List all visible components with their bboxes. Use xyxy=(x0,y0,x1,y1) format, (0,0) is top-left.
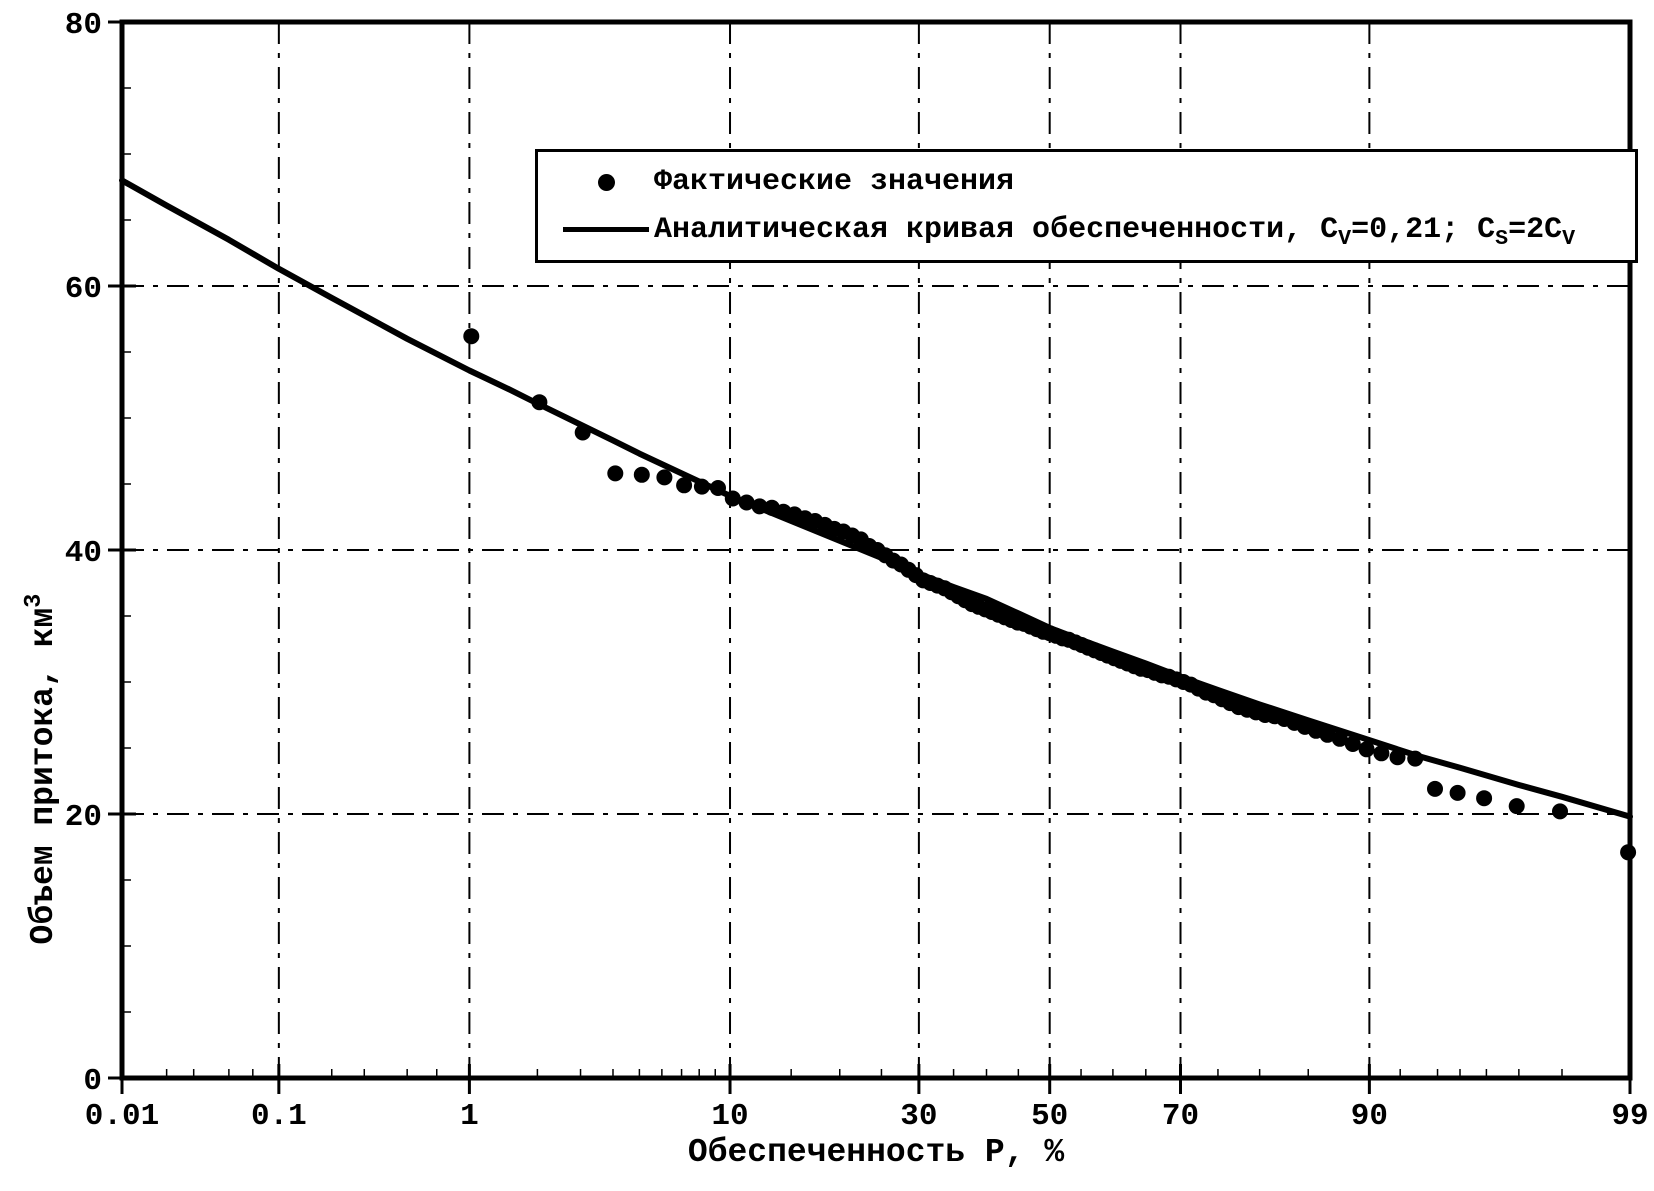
data-point xyxy=(656,469,673,486)
legend-label-analytical-curve: Аналитическая кривая обеспеченности, CV=… xyxy=(654,212,1575,250)
data-point xyxy=(1358,741,1375,758)
scatter-point-icon xyxy=(597,173,615,191)
legend-item-actual-values: Фактические значения xyxy=(558,165,1635,199)
legend: Фактические значения Аналитическая крива… xyxy=(535,149,1638,263)
data-point xyxy=(1620,844,1637,861)
label-text: =2C xyxy=(1508,212,1563,247)
data-point xyxy=(531,394,548,411)
y-tick-label: 80 xyxy=(65,8,102,43)
legend-marker xyxy=(558,227,654,233)
subscript: S xyxy=(1495,226,1509,251)
data-point xyxy=(1319,726,1336,743)
x-tick-label: 99 xyxy=(1611,1099,1648,1134)
x-tick-label: 30 xyxy=(900,1099,937,1134)
y-tick-label: 20 xyxy=(65,800,102,835)
x-tick-label: 10 xyxy=(711,1099,748,1134)
data-point xyxy=(738,494,755,511)
data-point xyxy=(574,424,591,441)
x-tick-label: 70 xyxy=(1162,1099,1199,1134)
x-axis-title: Обеспеченность Р, % xyxy=(687,1134,1065,1171)
subscript: V xyxy=(1338,226,1352,251)
label-text: Аналитическая кривая обеспеченности, C xyxy=(654,212,1339,247)
data-point xyxy=(633,466,650,483)
data-point xyxy=(1449,784,1466,801)
data-point xyxy=(724,490,741,507)
data-point xyxy=(751,498,768,515)
data-point xyxy=(676,477,693,494)
line-marker-icon xyxy=(563,227,649,233)
data-point xyxy=(1552,803,1568,820)
data-point xyxy=(607,465,624,482)
data-point xyxy=(1508,798,1525,815)
label-text: Объем притока, км xyxy=(25,607,62,945)
x-tick-label: 50 xyxy=(1031,1099,1068,1134)
legend-marker xyxy=(558,173,654,191)
label-text: =0,21; C xyxy=(1351,212,1496,247)
x-tick-label: 0.01 xyxy=(85,1099,159,1134)
data-point xyxy=(463,328,480,345)
data-point xyxy=(1331,730,1348,747)
subscript: V xyxy=(1562,226,1576,251)
y-axis-title: Объем притока, км3 xyxy=(21,464,71,1074)
analytical-curve xyxy=(119,177,1633,820)
data-point xyxy=(1389,749,1406,766)
x-tick-label: 90 xyxy=(1351,1099,1388,1134)
data-point xyxy=(1476,790,1493,807)
data-point xyxy=(710,480,726,496)
data-point xyxy=(1407,750,1424,767)
x-tick-label: 1 xyxy=(460,1099,479,1134)
legend-item-analytical-curve: Аналитическая кривая обеспеченности, CV=… xyxy=(558,212,1635,250)
y-tick-label: 40 xyxy=(65,536,102,571)
data-point xyxy=(1344,736,1361,752)
legend-label-actual-values: Фактические значения xyxy=(654,165,1014,199)
data-point xyxy=(1373,745,1390,762)
y-tick-label: 60 xyxy=(65,272,102,307)
data-point xyxy=(693,478,710,495)
superscript: 3 xyxy=(21,593,48,608)
label-text: Фактические значения xyxy=(654,165,1015,200)
y-tick-label: 0 xyxy=(83,1064,102,1099)
x-tick-label: 0.1 xyxy=(251,1099,307,1134)
data-point xyxy=(1427,780,1443,797)
